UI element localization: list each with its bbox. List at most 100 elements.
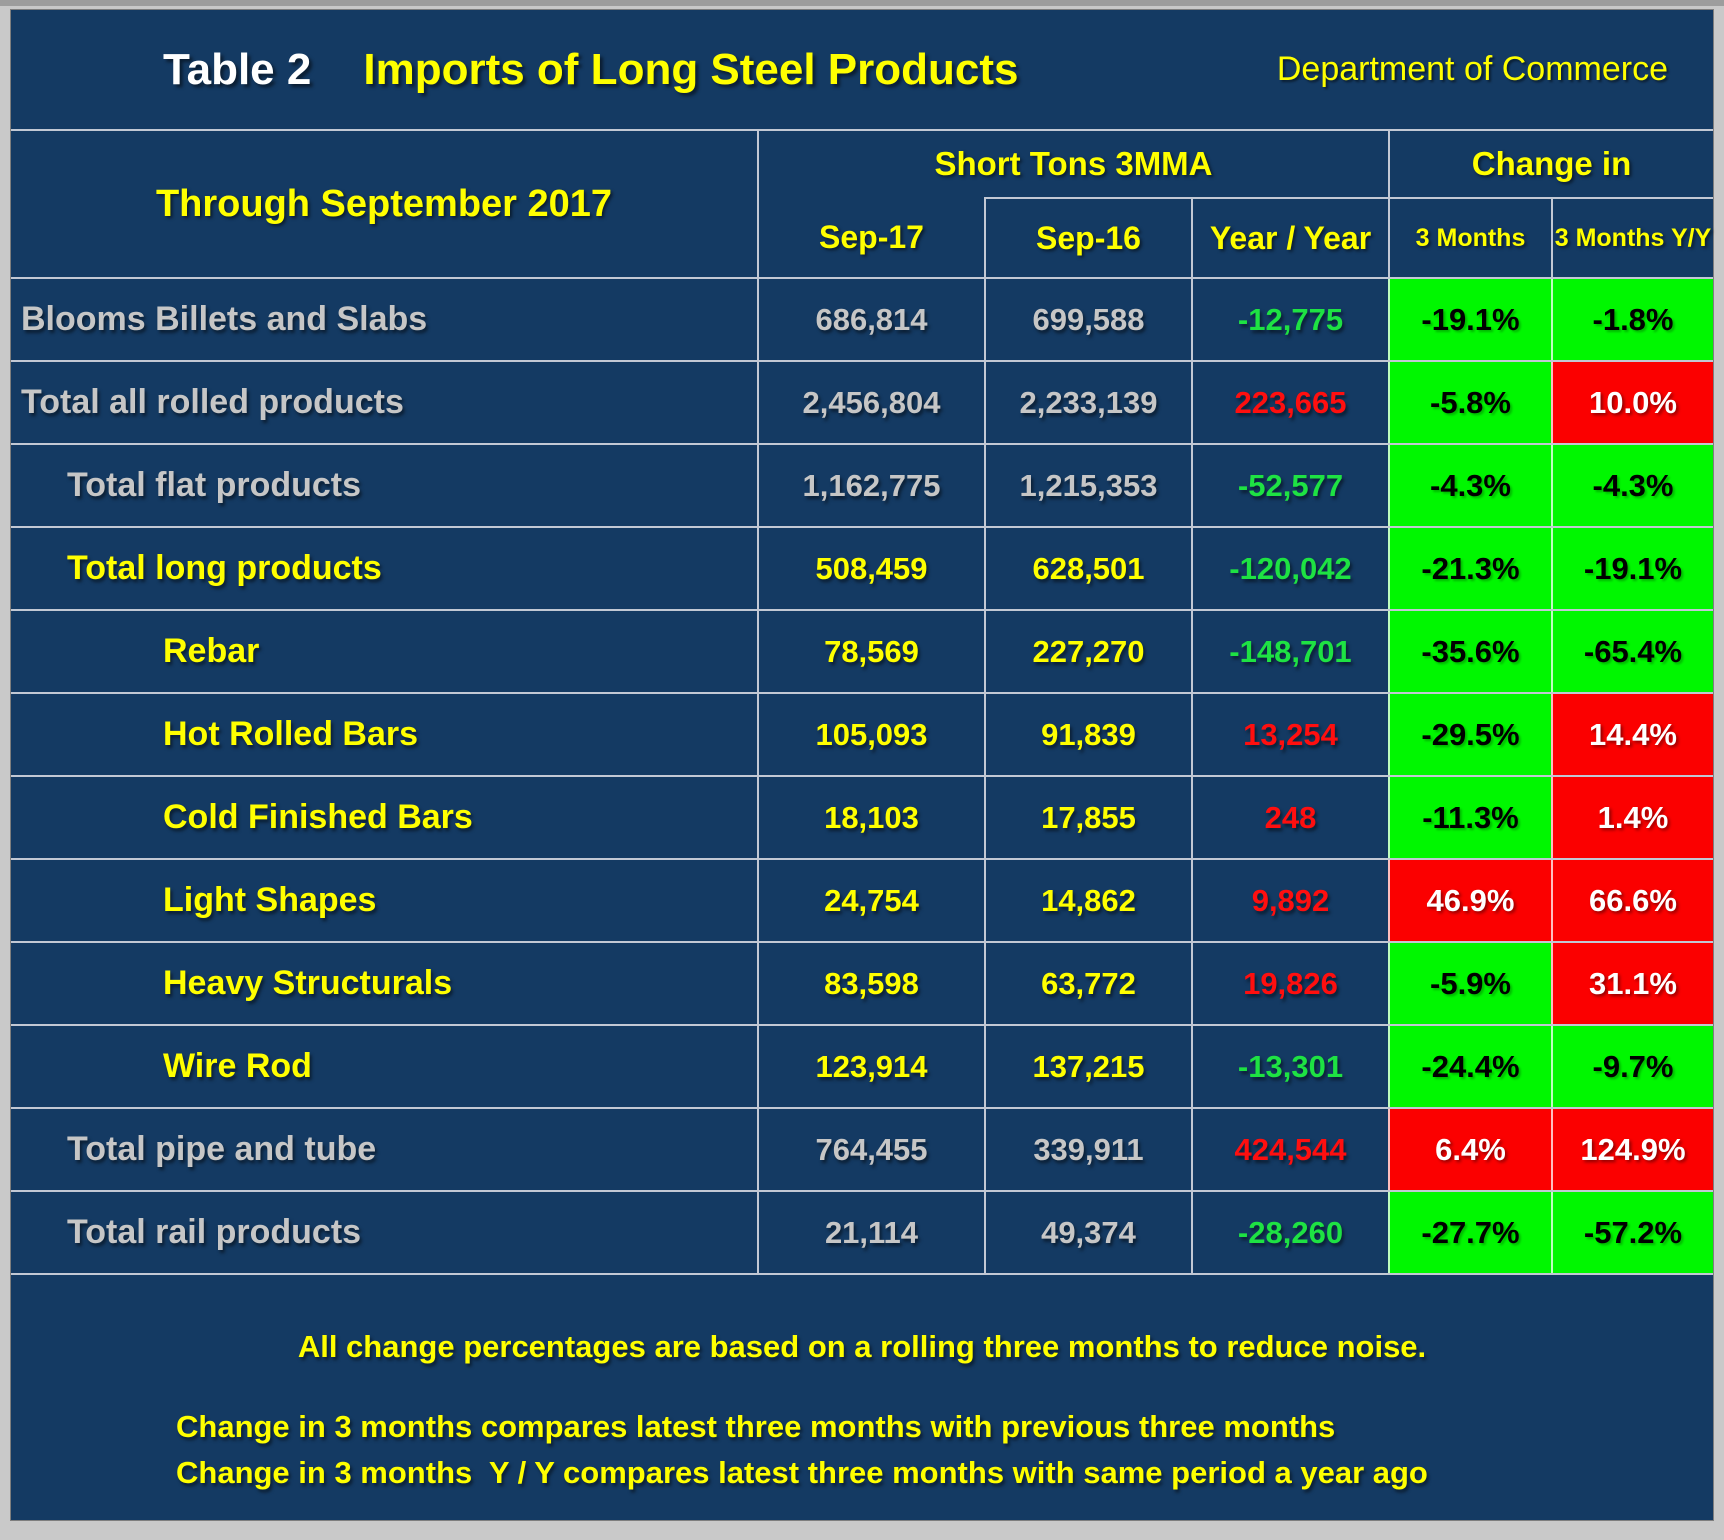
footnote-change-3-months-yy: Change in 3 months Y / Y compares latest… [176, 1455, 1428, 1490]
year-over-year-value: 19,826 [1191, 943, 1388, 1024]
sep16-value: 339,911 [984, 1109, 1191, 1190]
row-label: Heavy Structurals [163, 964, 453, 1002]
change-3-months-cell: -11.3% [1388, 777, 1551, 858]
source-label: Department of Commerce [1276, 50, 1668, 88]
title-band: Table 2 Imports of Long Steel Products D… [11, 10, 1713, 131]
column-header-year-year: Year / Year [1191, 197, 1388, 277]
change-3-months-yy-cell: 10.0% [1551, 362, 1713, 443]
table-row: Blooms Billets and Slabs 686,814 699,588… [11, 277, 1713, 360]
change-3-months-yy-cell: -19.1% [1551, 528, 1713, 609]
table-number-label: Table 2 [163, 44, 312, 94]
change-3-months-yy-cell: -9.7% [1551, 1026, 1713, 1107]
change-3-months-cell: -27.7% [1388, 1192, 1551, 1273]
year-over-year-value: -12,775 [1191, 279, 1388, 360]
sep16-value: 14,862 [984, 860, 1191, 941]
change-3-months-yy-cell: 66.6% [1551, 860, 1713, 941]
row-label: Wire Rod [163, 1047, 312, 1085]
sep16-value: 63,772 [984, 943, 1191, 1024]
change-3-months-yy-cell: 124.9% [1551, 1109, 1713, 1190]
change-3-months-yy-cell: -57.2% [1551, 1192, 1713, 1273]
header-group-change-in: Change in [1388, 131, 1713, 197]
row-label: Light Shapes [163, 881, 377, 919]
sep17-value: 21,114 [757, 1192, 984, 1273]
table-row: Total rail products 21,114 49,374 -28,26… [11, 1190, 1713, 1273]
sep17-value: 508,459 [757, 528, 984, 609]
change-3-months-cell: -4.3% [1388, 445, 1551, 526]
sep17-value: 686,814 [757, 279, 984, 360]
table-header: Through September 2017 Short Tons 3MMA C… [11, 131, 1713, 277]
table-row: Rebar 78,569 227,270 -148,701 -35.6% -65… [11, 609, 1713, 692]
table-row: Total long products 508,459 628,501 -120… [11, 526, 1713, 609]
sep17-value: 105,093 [757, 694, 984, 775]
column-header-3-months-yy: 3 Months Y/Y [1551, 197, 1713, 277]
change-3-months-cell: -5.8% [1388, 362, 1551, 443]
year-over-year-value: 424,544 [1191, 1109, 1388, 1190]
sep16-value: 628,501 [984, 528, 1191, 609]
row-label: Total long products [67, 549, 382, 587]
column-header-sep16: Sep-16 [984, 197, 1191, 277]
year-over-year-value: 223,665 [1191, 362, 1388, 443]
change-3-months-yy-cell: -65.4% [1551, 611, 1713, 692]
row-label: Total all rolled products [21, 383, 404, 421]
sep17-value: 2,456,804 [757, 362, 984, 443]
table-row: Hot Rolled Bars 105,093 91,839 13,254 -2… [11, 692, 1713, 775]
sep16-value: 91,839 [984, 694, 1191, 775]
sep16-value: 699,588 [984, 279, 1191, 360]
change-3-months-cell: -19.1% [1388, 279, 1551, 360]
table-row: Wire Rod 123,914 137,215 -13,301 -24.4% … [11, 1024, 1713, 1107]
sep16-value: 137,215 [984, 1026, 1191, 1107]
row-label: Total flat products [67, 466, 362, 504]
change-3-months-cell: -29.5% [1388, 694, 1551, 775]
imports-long-steel-table: Table 2 Imports of Long Steel Products D… [10, 9, 1714, 1521]
table-row: Light Shapes 24,754 14,862 9,892 46.9% 6… [11, 858, 1713, 941]
table-body: Blooms Billets and Slabs 686,814 699,588… [11, 277, 1713, 1273]
year-over-year-value: -120,042 [1191, 528, 1388, 609]
sep16-value: 227,270 [984, 611, 1191, 692]
column-header-sep17: Sep-17 [757, 197, 984, 277]
footnote-change-3-months: Change in 3 months compares latest three… [176, 1409, 1336, 1444]
change-3-months-cell: -24.4% [1388, 1026, 1551, 1107]
change-3-months-cell: 6.4% [1388, 1109, 1551, 1190]
sep17-value: 83,598 [757, 943, 984, 1024]
row-label: Hot Rolled Bars [163, 715, 419, 753]
year-over-year-value: 9,892 [1191, 860, 1388, 941]
year-over-year-value: 248 [1191, 777, 1388, 858]
table-row: Heavy Structurals 83,598 63,772 19,826 -… [11, 941, 1713, 1024]
change-3-months-yy-cell: -1.8% [1551, 279, 1713, 360]
table-row: Cold Finished Bars 18,103 17,855 248 -11… [11, 775, 1713, 858]
sep16-value: 2,233,139 [984, 362, 1191, 443]
year-over-year-value: -28,260 [1191, 1192, 1388, 1273]
change-3-months-yy-cell: 1.4% [1551, 777, 1713, 858]
sep17-value: 24,754 [757, 860, 984, 941]
row-label: Total pipe and tube [67, 1130, 377, 1168]
header-group-short-tons: Short Tons 3MMA [757, 131, 1388, 197]
table-row: Total all rolled products 2,456,804 2,23… [11, 360, 1713, 443]
sep16-value: 1,215,353 [984, 445, 1191, 526]
change-3-months-cell: -5.9% [1388, 943, 1551, 1024]
sep16-value: 49,374 [984, 1192, 1191, 1273]
footnotes: All change percentages are based on a ro… [11, 1273, 1713, 1520]
table-row: Total pipe and tube 764,455 339,911 424,… [11, 1107, 1713, 1190]
column-header-3-months: 3 Months [1388, 197, 1551, 277]
row-label: Blooms Billets and Slabs [21, 300, 428, 338]
sep17-value: 78,569 [757, 611, 984, 692]
table-row: Total flat products 1,162,775 1,215,353 … [11, 443, 1713, 526]
footnote-rolling-average: All change percentages are based on a ro… [297, 1329, 1427, 1364]
change-3-months-yy-cell: -4.3% [1551, 445, 1713, 526]
sep17-value: 764,455 [757, 1109, 984, 1190]
sep17-value: 1,162,775 [757, 445, 984, 526]
year-over-year-value: -52,577 [1191, 445, 1388, 526]
page-title: Imports of Long Steel Products [363, 44, 1019, 94]
change-3-months-cell: -35.6% [1388, 611, 1551, 692]
row-label: Cold Finished Bars [163, 798, 473, 836]
year-over-year-value: -148,701 [1191, 611, 1388, 692]
sep17-value: 123,914 [757, 1026, 984, 1107]
sep16-value: 17,855 [984, 777, 1191, 858]
header-period: Through September 2017 [155, 182, 613, 225]
change-3-months-yy-cell: 31.1% [1551, 943, 1713, 1024]
change-3-months-cell: 46.9% [1388, 860, 1551, 941]
row-label: Rebar [163, 632, 260, 670]
year-over-year-value: -13,301 [1191, 1026, 1388, 1107]
year-over-year-value: 13,254 [1191, 694, 1388, 775]
